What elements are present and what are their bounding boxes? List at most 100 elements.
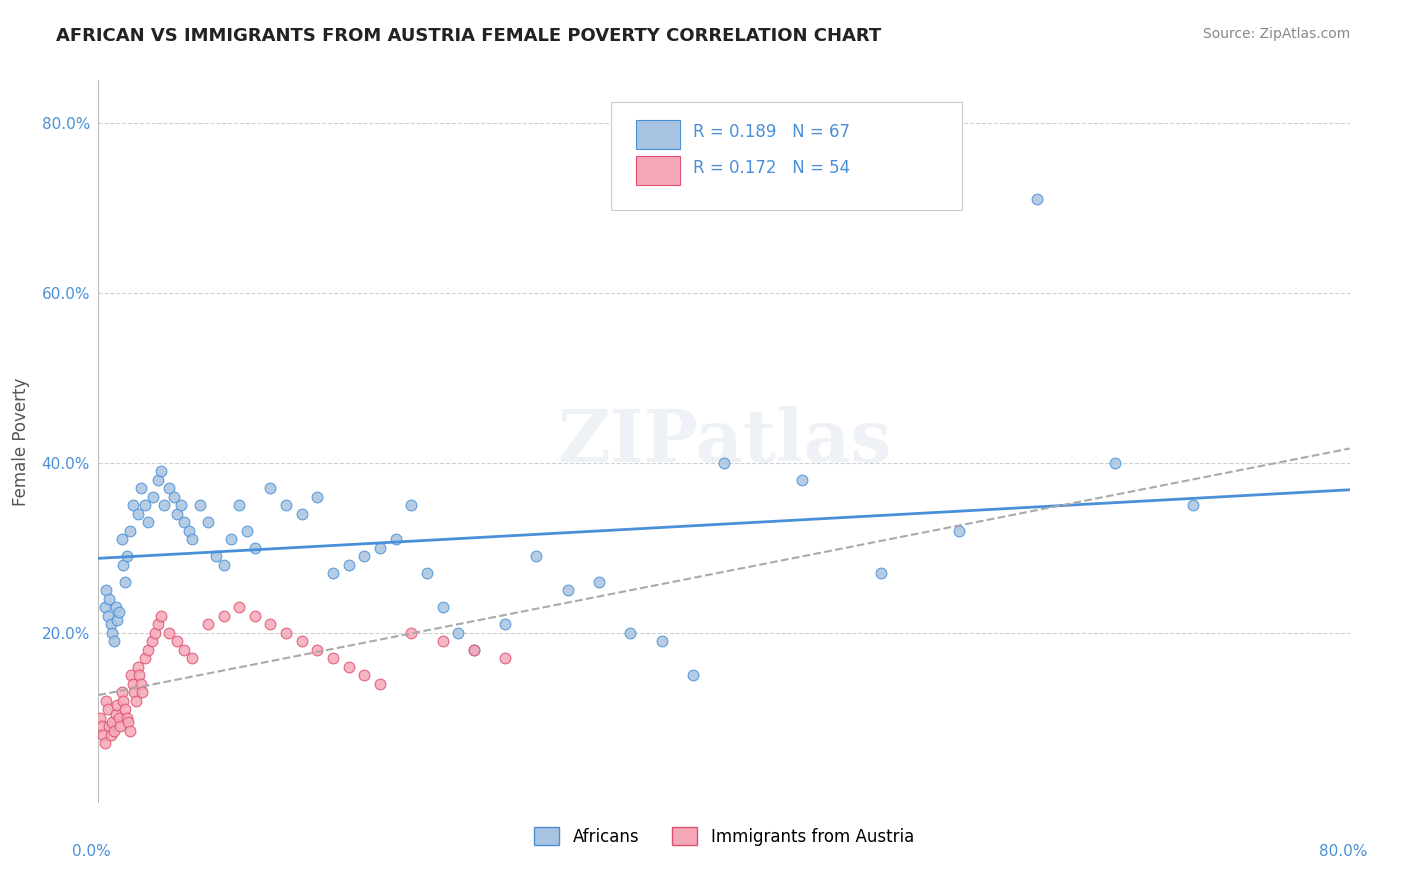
Point <box>337 558 360 572</box>
Point <box>115 711 138 725</box>
Point <box>98 719 121 733</box>
Point <box>337 660 360 674</box>
Point <box>173 642 195 657</box>
Text: AFRICAN VS IMMIGRANTS FROM AUSTRIA FEMALE POVERTY CORRELATION CHART: AFRICAN VS IMMIGRANTS FROM AUSTRIA FEMAL… <box>56 27 882 45</box>
Point <box>96 583 118 598</box>
Point <box>166 634 188 648</box>
Point <box>463 642 485 657</box>
Point <box>322 566 344 581</box>
Point <box>197 617 219 632</box>
Point <box>322 651 344 665</box>
Point <box>179 524 201 538</box>
Point <box>619 625 641 640</box>
Point <box>188 498 211 512</box>
Point <box>416 566 439 581</box>
Point <box>129 481 152 495</box>
Point <box>112 694 135 708</box>
Point <box>221 533 243 547</box>
Point <box>432 634 454 648</box>
Point <box>181 651 204 665</box>
Point <box>368 677 391 691</box>
Point <box>197 516 219 530</box>
Text: R = 0.189   N = 67: R = 0.189 N = 67 <box>693 123 849 141</box>
Point <box>114 702 136 716</box>
Point <box>259 617 281 632</box>
Point <box>118 723 141 738</box>
Point <box>274 625 298 640</box>
Point <box>150 464 173 478</box>
Bar <box>637 156 681 185</box>
Point <box>713 456 735 470</box>
Point <box>131 685 153 699</box>
Point <box>228 600 250 615</box>
Point <box>150 608 173 623</box>
Point <box>138 516 160 530</box>
Point <box>105 613 128 627</box>
Point <box>650 634 672 648</box>
Point <box>463 642 485 657</box>
Point <box>153 498 176 512</box>
Point <box>1104 456 1126 470</box>
Point <box>118 524 141 538</box>
Point <box>98 591 121 606</box>
Point <box>104 600 127 615</box>
Point <box>115 549 138 564</box>
Text: ZIPatlas: ZIPatlas <box>557 406 891 477</box>
Text: R = 0.172   N = 54: R = 0.172 N = 54 <box>693 160 851 178</box>
Point <box>401 625 423 640</box>
Point <box>91 728 114 742</box>
Point <box>368 541 391 555</box>
Point <box>143 625 166 640</box>
Point <box>101 714 124 729</box>
Point <box>128 668 150 682</box>
Point <box>125 694 148 708</box>
Point <box>97 608 120 623</box>
Point <box>96 694 118 708</box>
Point <box>121 498 143 512</box>
Point <box>111 685 134 699</box>
Point <box>129 677 152 691</box>
Point <box>307 490 329 504</box>
Point <box>93 600 115 615</box>
Legend: Africans, Immigrants from Austria: Africans, Immigrants from Austria <box>527 821 921 852</box>
Point <box>103 634 125 648</box>
Point <box>353 668 375 682</box>
Point <box>384 533 406 547</box>
Point <box>97 702 120 716</box>
Point <box>228 498 250 512</box>
Point <box>291 507 314 521</box>
Point <box>212 608 235 623</box>
Point <box>307 642 329 657</box>
Point <box>557 583 579 598</box>
Point <box>682 668 704 682</box>
Point <box>141 634 163 648</box>
Point <box>447 625 470 640</box>
Point <box>792 473 814 487</box>
Point <box>90 719 112 733</box>
Point <box>124 685 146 699</box>
Point <box>142 490 165 504</box>
FancyBboxPatch shape <box>612 102 962 211</box>
Point <box>173 516 195 530</box>
Point <box>204 549 226 564</box>
Point <box>494 651 516 665</box>
Point <box>127 507 149 521</box>
Point <box>291 634 314 648</box>
Point <box>259 481 281 495</box>
Point <box>120 668 142 682</box>
Point <box>432 600 454 615</box>
Point <box>869 566 891 581</box>
Point <box>157 625 180 640</box>
Point <box>146 617 169 632</box>
Point <box>170 498 193 512</box>
Point <box>353 549 375 564</box>
Point <box>134 498 156 512</box>
Point <box>110 719 132 733</box>
Point <box>588 574 610 589</box>
Point <box>103 723 125 738</box>
Point <box>138 642 160 657</box>
Point <box>146 473 169 487</box>
Text: Source: ZipAtlas.com: Source: ZipAtlas.com <box>1202 27 1350 41</box>
Point <box>101 625 124 640</box>
Point <box>401 498 423 512</box>
